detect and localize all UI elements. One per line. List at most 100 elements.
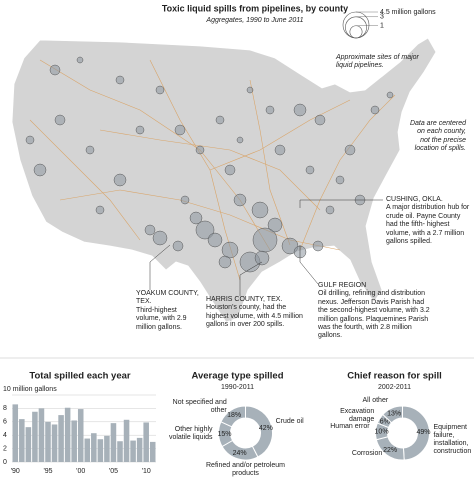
callout: YOAKUM COUNTY, TEX. Third-highest volume… <box>136 290 202 332</box>
callout-text: A major distribution hub for crude oil. … <box>386 204 470 246</box>
bar <box>149 441 156 462</box>
spill-circle <box>195 145 205 155</box>
spill-circle <box>172 240 184 252</box>
spill-circle <box>189 211 203 225</box>
bar <box>58 415 64 462</box>
bar <box>32 411 38 462</box>
callout-text: Third-highest volume, with 2.9 million g… <box>136 306 187 331</box>
spill-circle <box>180 195 190 205</box>
bar <box>91 433 97 462</box>
category-label: Equipment failure, installation, constru… <box>433 424 472 456</box>
value-label: 6% <box>380 419 390 426</box>
spill-circle <box>25 135 35 145</box>
bar <box>130 440 136 462</box>
spill-circle <box>344 144 356 156</box>
value-label: 10% <box>375 429 389 436</box>
pipeline <box>99 129 321 211</box>
spill-circle <box>281 237 299 255</box>
pipeline <box>249 79 291 246</box>
value-label: 24% <box>233 450 247 457</box>
spill-circles <box>25 56 394 273</box>
value-label: 18% <box>227 412 241 419</box>
bar <box>104 435 110 462</box>
spill-circle <box>251 201 269 219</box>
leader-lines <box>149 199 383 296</box>
leader-line <box>149 244 171 290</box>
y-tick-label: 10 million gallons <box>3 386 57 393</box>
callout-heading: YOAKUM COUNTY, TEX. <box>136 290 199 306</box>
pie-segment <box>220 405 246 428</box>
y-tick-label: 2 <box>3 445 7 452</box>
callout-heading: GULF REGION <box>318 282 367 289</box>
spill-circle <box>233 193 247 207</box>
spill-circle <box>252 227 278 253</box>
data-note: Data are centered on each county, not th… <box>409 120 466 153</box>
category-label: Excavation damage <box>340 408 375 424</box>
pipeline <box>29 119 141 241</box>
x-tick-label: '00 <box>76 468 85 475</box>
pie-segment <box>402 405 430 461</box>
pipelines <box>29 59 396 281</box>
y-tick-label: 6 <box>3 419 7 426</box>
spill-circle <box>49 64 61 76</box>
spill-circle <box>267 217 283 233</box>
spill-circle <box>236 136 244 144</box>
bar <box>97 439 104 462</box>
spill-circle <box>54 114 66 126</box>
pie-segment <box>382 405 403 424</box>
spill-circle <box>274 144 286 156</box>
spill-circle <box>246 86 254 94</box>
spill-circle <box>76 56 84 64</box>
x-tick-label: '95 <box>43 468 52 475</box>
pipeline <box>59 189 341 251</box>
y-tick-label: 0 <box>3 459 7 466</box>
bar <box>77 409 84 462</box>
bar <box>143 422 149 462</box>
spill-circle <box>33 163 47 177</box>
pipeline-note: Approximate sites of major liquid pipeli… <box>336 54 419 70</box>
category-label: Not specified and other <box>172 398 227 414</box>
spill-circle <box>386 91 394 99</box>
spill-circle <box>195 220 215 240</box>
spill-circle <box>95 205 105 215</box>
bar <box>136 437 143 462</box>
bar <box>84 438 91 462</box>
value-label: 49% <box>416 429 430 436</box>
category-label: Other highly volatile liquids <box>168 426 213 442</box>
spill-circle <box>85 145 95 155</box>
map-title: Toxic liquid spills from pipelines, by c… <box>162 3 348 13</box>
chart-subtitle: 2002-2011 <box>378 384 411 391</box>
callout: CUSHING, OKLA. A major distribution hub … <box>386 196 472 246</box>
bar <box>25 427 32 462</box>
callout: GULF REGION Oil drilling, refining and d… <box>318 282 430 341</box>
spill-circle <box>174 124 186 136</box>
spill-circle <box>254 250 270 266</box>
category-label: Refined and/or petroleum products <box>206 462 285 477</box>
spill-circle <box>144 224 156 236</box>
value-label: 42% <box>259 425 273 432</box>
spill-circle <box>305 165 315 175</box>
value-label: 15% <box>218 431 232 438</box>
category-label: Corrosion <box>351 450 383 458</box>
chart-subtitle: 1990-2011 <box>221 384 254 391</box>
x-tick-label: '90 <box>11 468 20 475</box>
bar <box>110 423 117 462</box>
chart-title: Total spilled each year <box>29 371 131 382</box>
leader-line <box>299 199 383 208</box>
y-tick-label: 4 <box>3 432 7 439</box>
callout-text: Houston's county, had the highest volume… <box>206 304 303 329</box>
spill-circle <box>335 175 345 185</box>
x-tick-label: '05 <box>109 468 118 475</box>
size-legend-circle <box>349 25 363 39</box>
spill-circle <box>215 115 225 125</box>
pipeline <box>39 59 271 251</box>
size-legend-label: 4.5 million gallons <box>380 9 436 16</box>
spill-circle <box>314 114 326 126</box>
bar <box>19 419 25 462</box>
size-legend-circle <box>342 11 370 39</box>
callout: HARRIS COUNTY, TEX. Houston's county, ha… <box>206 296 306 330</box>
spill-circle <box>224 164 236 176</box>
category-label: All other <box>362 396 389 404</box>
value-label: 22% <box>383 447 397 454</box>
